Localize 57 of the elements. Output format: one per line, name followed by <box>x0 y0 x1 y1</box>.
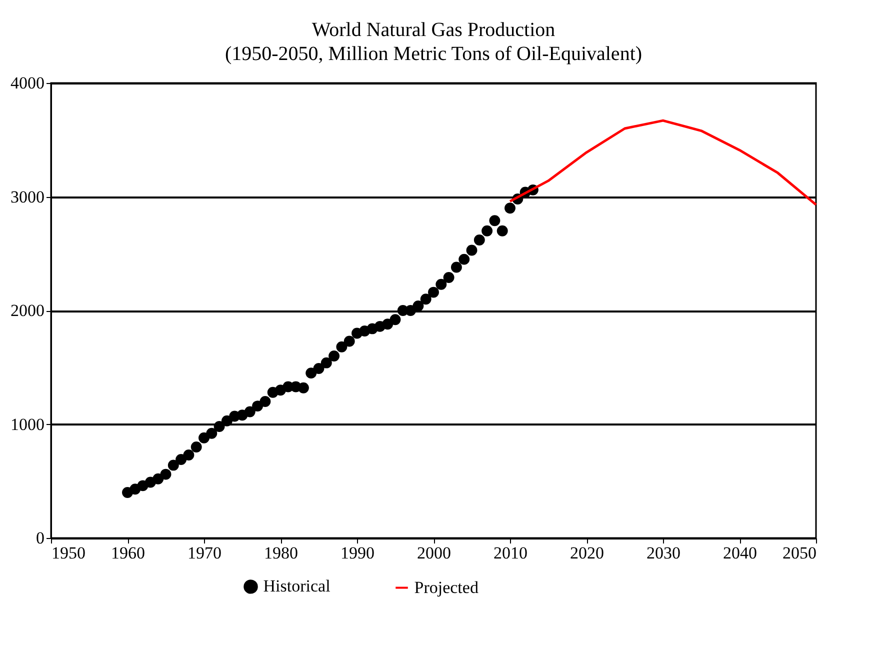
point <box>450 262 462 273</box>
y-tick-label: 4000 <box>10 74 44 92</box>
point <box>496 225 508 236</box>
point <box>221 415 232 426</box>
point <box>198 432 210 444</box>
point <box>298 382 309 394</box>
point <box>152 473 164 484</box>
point <box>420 294 432 305</box>
y-tick-label: 1000 <box>10 414 44 434</box>
point <box>160 468 172 480</box>
point <box>405 305 416 316</box>
x-tick-label: 2020 <box>570 544 604 562</box>
point <box>260 396 271 407</box>
point <box>482 225 493 236</box>
point <box>443 272 454 283</box>
chart-subtitle: (1950-2050, Million Metric Tons of Oil-Equivalent) <box>224 43 642 65</box>
point <box>436 278 447 290</box>
line-series <box>508 119 818 206</box>
point <box>252 400 264 412</box>
point <box>390 314 401 326</box>
x-tick-label: 2050 <box>782 544 816 562</box>
point <box>412 300 424 312</box>
point <box>244 406 256 418</box>
x-tick-label: 1960 <box>111 544 145 562</box>
point <box>168 460 179 471</box>
point <box>214 421 225 432</box>
point <box>190 442 202 452</box>
point <box>306 368 317 379</box>
legend-label: Projected <box>414 578 479 597</box>
x-tick-label: 1990 <box>340 544 374 562</box>
x-tick-label: 2010 <box>494 544 528 562</box>
point <box>328 350 340 362</box>
point <box>458 254 470 265</box>
x-tick-label: 1950 <box>52 544 86 562</box>
point <box>336 341 348 352</box>
y-tick-label: 3000 <box>10 187 44 206</box>
x-tick-label: 2040 <box>723 544 757 562</box>
x-tick-label: 1980 <box>264 544 298 562</box>
point <box>504 202 516 214</box>
x-tick-label: 2000 <box>417 544 451 562</box>
x-tick-label: 1970 <box>188 544 222 562</box>
point <box>474 234 485 246</box>
point <box>489 215 500 226</box>
point <box>183 449 194 460</box>
legend-label: Historical <box>263 576 331 596</box>
point <box>466 244 478 256</box>
point <box>428 286 439 298</box>
point <box>313 363 324 374</box>
point <box>382 318 394 330</box>
point <box>176 454 187 465</box>
chart-title: World Natural Gas Production <box>312 19 556 41</box>
x-tick-label: 2030 <box>646 544 680 562</box>
point <box>320 357 332 368</box>
y-tick-label: 0 <box>36 528 44 548</box>
y-tick-label: 2000 <box>10 301 44 320</box>
point <box>344 336 355 347</box>
point <box>206 428 218 439</box>
